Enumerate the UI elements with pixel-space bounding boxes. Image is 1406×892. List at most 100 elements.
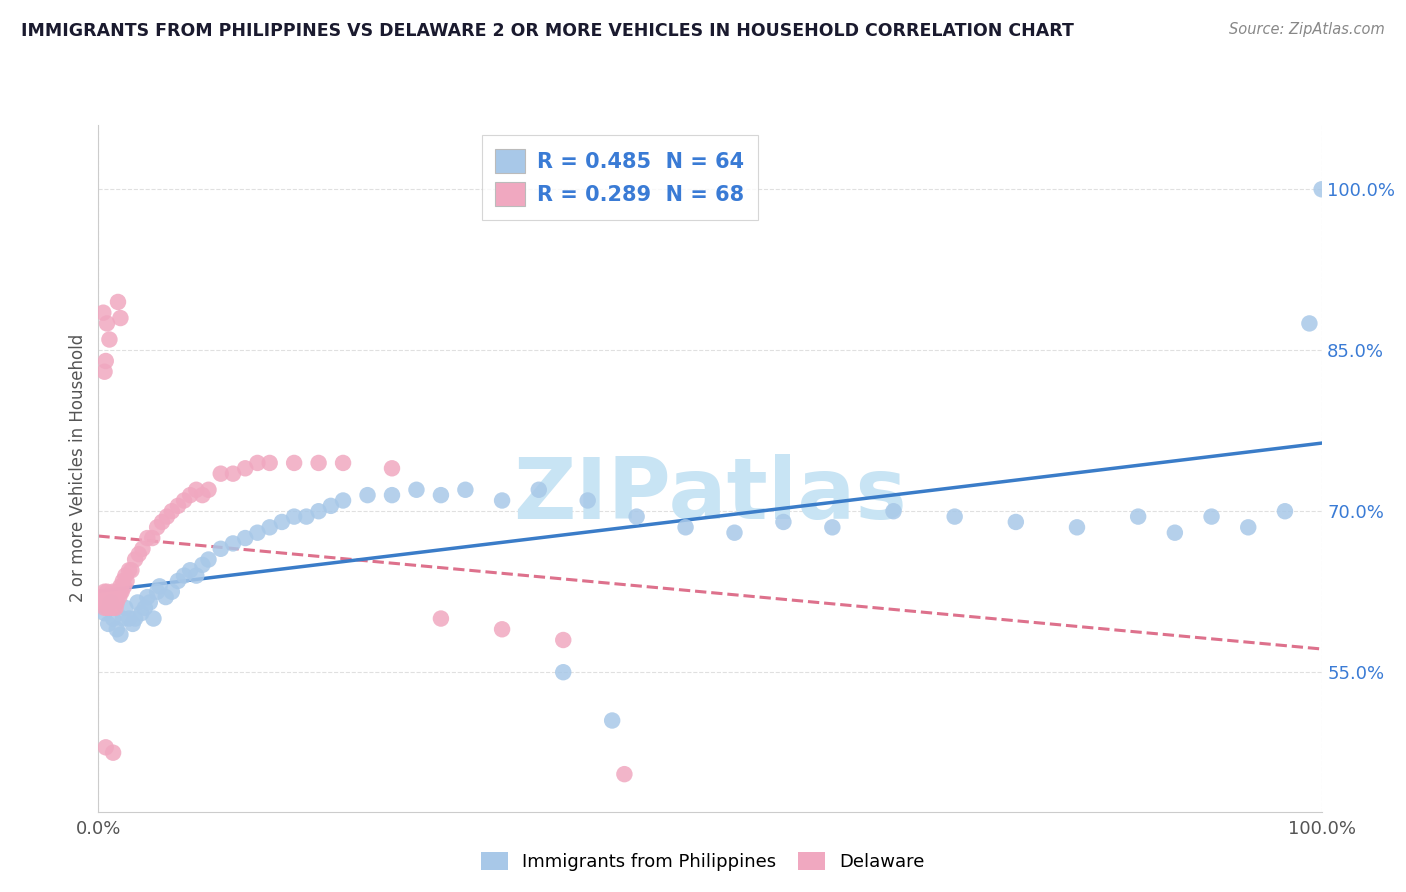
Point [1128, 509, 1150, 524]
Point [186, 568, 208, 582]
Point [91, 595, 114, 609]
Point [124, 552, 146, 566]
Point [332, 456, 354, 470]
Point [233, 461, 256, 475]
Point [139, 595, 162, 609]
Point [96, 317, 118, 331]
Point [104, 600, 127, 615]
Point [283, 456, 305, 470]
Point [146, 584, 169, 599]
Point [107, 295, 129, 310]
Point [308, 504, 330, 518]
Point [100, 590, 122, 604]
Point [821, 520, 844, 534]
Point [101, 584, 124, 599]
Point [1004, 515, 1026, 529]
Point [430, 488, 453, 502]
Point [149, 579, 172, 593]
Point [308, 456, 330, 470]
Point [675, 520, 697, 534]
Text: ZIPatlas: ZIPatlas [513, 454, 907, 537]
Point [1310, 182, 1333, 196]
Point [527, 483, 550, 497]
Point [179, 488, 201, 502]
Point [115, 574, 138, 588]
Point [103, 595, 125, 609]
Point [136, 531, 159, 545]
Point [883, 504, 905, 518]
Point [246, 456, 269, 470]
Point [772, 515, 794, 529]
Point [600, 714, 623, 728]
Point [1201, 509, 1223, 524]
Point [405, 483, 427, 497]
Point [233, 531, 256, 545]
Point [197, 552, 219, 566]
Point [259, 520, 281, 534]
Point [381, 488, 404, 502]
Point [97, 616, 120, 631]
Point [91, 306, 114, 320]
Legend: R = 0.485  N = 64, R = 0.289  N = 68: R = 0.485 N = 64, R = 0.289 N = 68 [482, 136, 758, 220]
Point [93, 600, 115, 615]
Point [93, 365, 115, 379]
Point [94, 595, 117, 609]
Point [118, 611, 141, 625]
Point [1274, 504, 1296, 518]
Point [129, 606, 152, 620]
Point [101, 600, 124, 615]
Text: IMMIGRANTS FROM PHILIPPINES VS DELAWARE 2 OR MORE VEHICLES IN HOUSEHOLD CORRELAT: IMMIGRANTS FROM PHILIPPINES VS DELAWARE … [21, 22, 1074, 40]
Point [197, 483, 219, 497]
Point [179, 563, 201, 577]
Point [186, 483, 208, 497]
Point [124, 611, 146, 625]
Point [111, 584, 134, 599]
Point [356, 488, 378, 502]
Point [222, 467, 245, 481]
Point [319, 499, 342, 513]
Point [553, 665, 575, 680]
Point [134, 600, 156, 615]
Point [98, 333, 121, 347]
Point [114, 600, 136, 615]
Point [246, 525, 269, 540]
Point [112, 579, 135, 593]
Point [491, 493, 513, 508]
Point [146, 520, 169, 534]
Point [111, 574, 134, 588]
Y-axis label: 2 or more Vehicles in Household: 2 or more Vehicles in Household [69, 334, 87, 602]
Point [723, 525, 745, 540]
Point [209, 541, 232, 556]
Point [96, 600, 118, 615]
Point [118, 563, 141, 577]
Point [156, 509, 179, 524]
Point [155, 590, 177, 604]
Point [142, 611, 165, 625]
Point [613, 767, 636, 781]
Point [576, 493, 599, 508]
Point [105, 622, 128, 636]
Point [491, 622, 513, 636]
Point [101, 611, 124, 625]
Point [103, 590, 125, 604]
Point [101, 595, 124, 609]
Point [94, 354, 117, 368]
Point [381, 461, 404, 475]
Point [127, 595, 149, 609]
Point [105, 590, 128, 604]
Point [100, 595, 122, 609]
Point [136, 590, 159, 604]
Point [108, 590, 131, 604]
Point [1298, 317, 1320, 331]
Point [91, 590, 114, 604]
Text: Source: ZipAtlas.com: Source: ZipAtlas.com [1229, 22, 1385, 37]
Point [430, 611, 453, 625]
Point [270, 515, 294, 529]
Legend: Immigrants from Philippines, Delaware: Immigrants from Philippines, Delaware [474, 845, 932, 879]
Point [160, 584, 183, 599]
Point [167, 499, 190, 513]
Point [1164, 525, 1187, 540]
Point [167, 574, 190, 588]
Point [141, 531, 163, 545]
Point [120, 563, 142, 577]
